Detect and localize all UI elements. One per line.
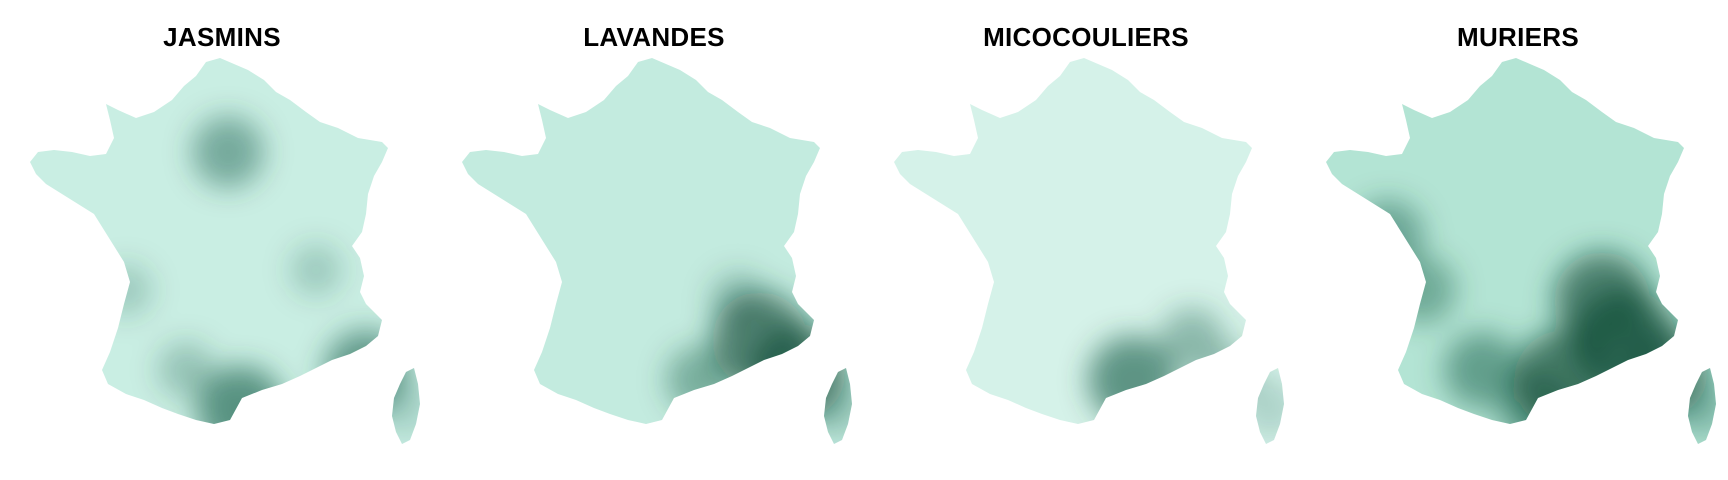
map-panel-micocouliers: MICOCOULIERS xyxy=(870,0,1302,480)
panel-title: MICOCOULIERS xyxy=(983,22,1189,52)
hotspot-bordeaux xyxy=(1388,256,1456,324)
hotspot-corsica xyxy=(1240,378,1284,438)
hotspot-corsica xyxy=(1672,378,1716,438)
hotspot-rhone-valley xyxy=(710,272,766,328)
hotspot-nice-coast xyxy=(1202,344,1258,400)
france-map xyxy=(30,58,420,444)
hotspot-toulouse xyxy=(1444,332,1520,408)
mainland-shape xyxy=(462,58,820,424)
mainland-shape xyxy=(30,58,388,424)
map-panel-jasmins: JASMINS xyxy=(6,0,438,480)
hotspot-rhone-valley xyxy=(1554,252,1650,348)
hotspot-montpellier xyxy=(666,346,734,414)
france-map xyxy=(462,58,852,444)
hotspot-corsica xyxy=(808,378,852,438)
hotspot-paris xyxy=(192,116,264,188)
france-map xyxy=(894,58,1284,444)
hotspot-bordeaux xyxy=(100,264,152,316)
france-map xyxy=(1326,58,1716,444)
hotspot-lyon xyxy=(290,244,342,296)
hotspot-toulouse xyxy=(158,342,214,398)
hotspot-provence xyxy=(1160,308,1224,372)
panel-title: JASMINS xyxy=(163,22,281,52)
panel-title: MURIERS xyxy=(1457,22,1579,52)
panel-title: LAVANDES xyxy=(583,22,725,52)
hotspot-west-coast xyxy=(1352,200,1424,272)
hotspot-perpignan xyxy=(1499,372,1575,444)
map-panel-muriers: MURIERS xyxy=(1302,0,1728,480)
mainland-shape xyxy=(894,58,1252,424)
map-panel-lavandes: LAVANDES xyxy=(438,0,870,480)
hotspot-corsica xyxy=(376,378,420,438)
